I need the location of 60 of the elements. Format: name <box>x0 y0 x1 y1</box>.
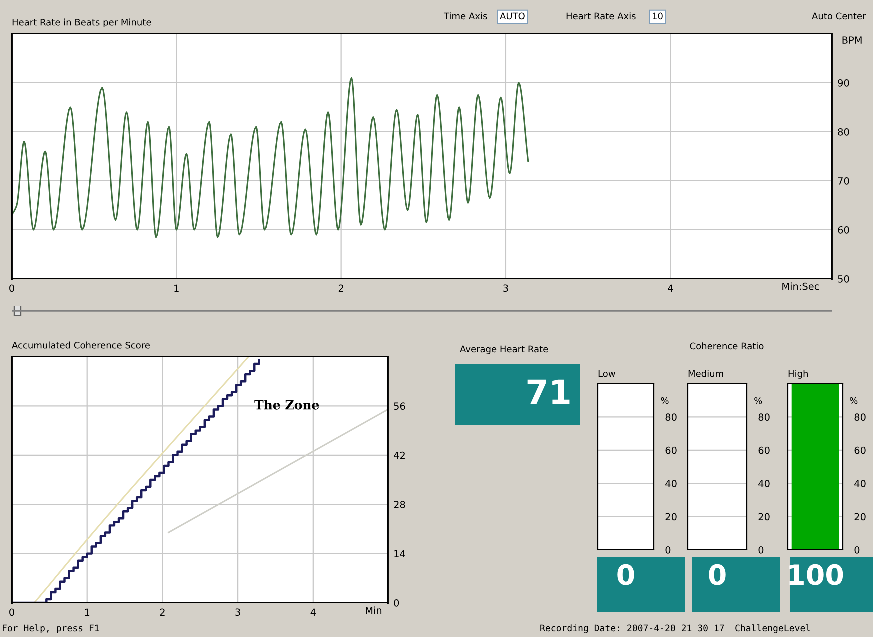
chart-title: Heart Rate in Beats per Minute <box>12 18 152 28</box>
x-tick-label: 3 <box>236 608 240 616</box>
data-label: 0 <box>618 564 634 586</box>
text: For Help, press F1 <box>3 624 100 634</box>
x-tick-label: 4 <box>668 284 674 292</box>
x-tick-label: 1 <box>85 608 90 616</box>
x-tick-label: 0 <box>10 284 14 292</box>
y-tick-label: 14 <box>394 550 406 558</box>
y-tick-label: 60 <box>758 446 770 454</box>
text: 71 <box>528 380 570 404</box>
text: 10 <box>652 12 663 20</box>
text: Recording Date: 2007-4-20 21 30 17 <box>540 624 724 634</box>
y-tick-label: 56 <box>394 402 406 410</box>
x-tick-label: 2 <box>338 284 344 292</box>
y-tick-label: 20 <box>758 513 770 521</box>
text: Heart Rate Axis <box>566 12 636 20</box>
text: AUTO <box>500 12 525 20</box>
y-tick-label: 60 <box>854 446 866 454</box>
annotation: The Zone <box>254 400 320 410</box>
text: Average Heart Rate <box>460 346 548 354</box>
text: Coherence Ratio <box>690 342 764 350</box>
x-tick-label: 3 <box>504 284 508 292</box>
y-tick-label: 0 <box>394 599 400 607</box>
y-tick-label: 70 <box>838 177 850 185</box>
x-tick-label: 4 <box>310 608 316 616</box>
y-tick-label: 0 <box>666 546 671 554</box>
y-axis-title: % <box>850 397 858 404</box>
x-tick-label: Medium <box>688 370 724 378</box>
x-tick-label: Low <box>598 370 616 378</box>
y-axis-title: % <box>661 397 669 404</box>
y-axis-title: % <box>754 397 762 404</box>
x-tick-label: 0 <box>10 608 14 616</box>
y-tick-label: 0 <box>758 546 764 554</box>
y-tick-label: 40 <box>854 480 866 488</box>
x-axis-title: Min:Sec <box>782 282 820 290</box>
y-tick-label: 80 <box>666 414 677 422</box>
y-tick-label: 28 <box>394 501 406 508</box>
y-tick-label: 80 <box>854 414 866 422</box>
y-tick-label: 40 <box>666 480 677 488</box>
text: Auto Center <box>812 12 866 20</box>
y-tick-label: 60 <box>838 226 850 234</box>
y-tick-label: 42 <box>394 452 405 460</box>
y-tick-label: 80 <box>838 128 850 136</box>
x-axis-title: Min <box>366 606 382 614</box>
data-label: 0 <box>709 564 726 586</box>
y-tick-label: 0 <box>854 546 860 554</box>
text: ChallengeLevel <box>736 624 810 634</box>
chart-title: Accumulated Coherence Score <box>12 342 150 349</box>
y-tick-label: 50 <box>838 275 850 283</box>
x-tick-label: 2 <box>160 608 165 616</box>
x-tick-label: High <box>788 370 808 379</box>
text: Time Axis <box>444 12 488 20</box>
y-tick-label: 90 <box>838 79 850 87</box>
y-axis-title: BPM <box>842 36 862 44</box>
y-tick-label: 20 <box>854 513 866 521</box>
y-tick-label: 40 <box>758 480 770 488</box>
y-tick-label: 60 <box>666 446 677 454</box>
y-tick-label: 80 <box>758 414 770 422</box>
y-tick-label: 20 <box>666 513 677 521</box>
x-tick-label: 1 <box>174 284 179 292</box>
